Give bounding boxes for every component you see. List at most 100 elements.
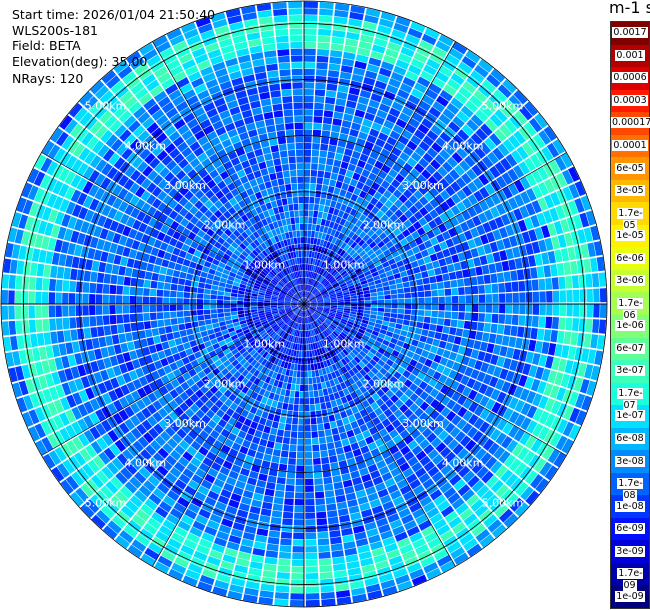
- range-gate: [304, 183, 310, 190]
- range-gate: [244, 258, 252, 265]
- range-gate: [264, 302, 271, 304]
- range-gate: [117, 275, 125, 285]
- range-gate: [281, 278, 287, 284]
- range-gate: [264, 488, 275, 497]
- range-gate: [18, 349, 28, 365]
- range-gate: [330, 302, 338, 304]
- range-gate: [214, 254, 223, 262]
- range-gate: [294, 505, 304, 513]
- range-gate: [306, 284, 308, 291]
- range-gate: [322, 240, 328, 248]
- range-gate: [264, 344, 271, 351]
- range-gate: [176, 344, 185, 353]
- range-gate: [369, 252, 377, 260]
- range-gate: [332, 434, 341, 442]
- range-gate: [403, 355, 412, 364]
- range-gate: [154, 561, 170, 574]
- range-gate: [386, 359, 394, 367]
- range-gate: [195, 468, 207, 479]
- range-gate: [306, 284, 309, 291]
- range-gate: [385, 423, 395, 433]
- range-gate: [326, 213, 333, 221]
- range-gate: [532, 393, 543, 407]
- range-gate: [63, 330, 72, 342]
- range-gate: [438, 113, 451, 126]
- range-gate: [384, 294, 391, 300]
- range-gate: [381, 449, 392, 460]
- range-gate: [249, 367, 257, 375]
- range-gate: [409, 359, 418, 368]
- range-gate: [336, 146, 345, 155]
- range-gate: [317, 211, 323, 219]
- range-gate: [158, 326, 166, 335]
- range-gate: [315, 504, 326, 512]
- range-gate: [483, 514, 498, 528]
- range-gate: [318, 355, 323, 362]
- range-gate: [171, 276, 179, 284]
- range-gate: [305, 317, 308, 324]
- range-gate: [214, 347, 223, 355]
- range-gate: [525, 435, 537, 450]
- range-gate: [434, 119, 447, 131]
- range-gate: [15, 275, 23, 290]
- range-gate: [319, 150, 328, 158]
- range-gate: [382, 585, 398, 596]
- range-gate: [297, 316, 300, 323]
- range-gate: [418, 381, 428, 391]
- range-gate: [159, 167, 170, 178]
- range-gate: [425, 304, 432, 310]
- range-gate: [379, 195, 388, 205]
- range-gate: [329, 310, 337, 315]
- range-gate: [210, 263, 218, 271]
- range-gate: [321, 184, 329, 192]
- range-gate: [538, 130, 552, 145]
- range-gate: [281, 368, 287, 376]
- range-gate: [172, 270, 181, 278]
- range-gate: [305, 593, 320, 600]
- range-gate: [417, 243, 427, 252]
- range-gate: [552, 304, 560, 316]
- range-gate: [456, 189, 467, 201]
- range-gate: [266, 543, 279, 552]
- range-gate: [395, 277, 403, 284]
- range-gate: [199, 204, 209, 214]
- range-gate: [369, 241, 377, 249]
- range-gate: [583, 227, 593, 243]
- range-gate: [369, 318, 376, 323]
- range-gate: [301, 351, 304, 358]
- range-gate: [218, 317, 225, 323]
- range-gate: [451, 193, 462, 205]
- range-gate: [423, 64, 437, 76]
- range-gate: [236, 226, 245, 234]
- range-gate: [328, 523, 340, 532]
- range-gate: [410, 429, 421, 439]
- range-gate: [284, 300, 291, 302]
- range-gate: [71, 256, 80, 269]
- range-gate: [344, 547, 358, 556]
- range-gate: [390, 289, 398, 295]
- range-gate: [411, 309, 418, 316]
- range-gate: [475, 448, 487, 461]
- range-gate: [70, 123, 84, 138]
- range-gate: [304, 68, 315, 76]
- range-gate: [340, 410, 348, 419]
- range-gate: [429, 187, 439, 198]
- range-gate: [299, 299, 304, 304]
- range-gate: [106, 253, 116, 264]
- range-gate: [304, 35, 317, 42]
- range-gate: [164, 125, 177, 137]
- range-gate: [357, 297, 364, 301]
- range-gate: [250, 339, 257, 347]
- range-gate: [156, 312, 164, 320]
- range-gate: [309, 307, 315, 312]
- range-gate: [372, 344, 380, 351]
- range-gate: [317, 299, 324, 302]
- range-gate: [339, 218, 347, 226]
- range-gate: [209, 549, 223, 560]
- range-gate: [224, 312, 231, 317]
- range-gate: [304, 451, 313, 459]
- range-gate: [404, 209, 413, 219]
- range-gate: [52, 415, 65, 430]
- range-gate: [288, 397, 295, 404]
- range-gate: [220, 489, 232, 499]
